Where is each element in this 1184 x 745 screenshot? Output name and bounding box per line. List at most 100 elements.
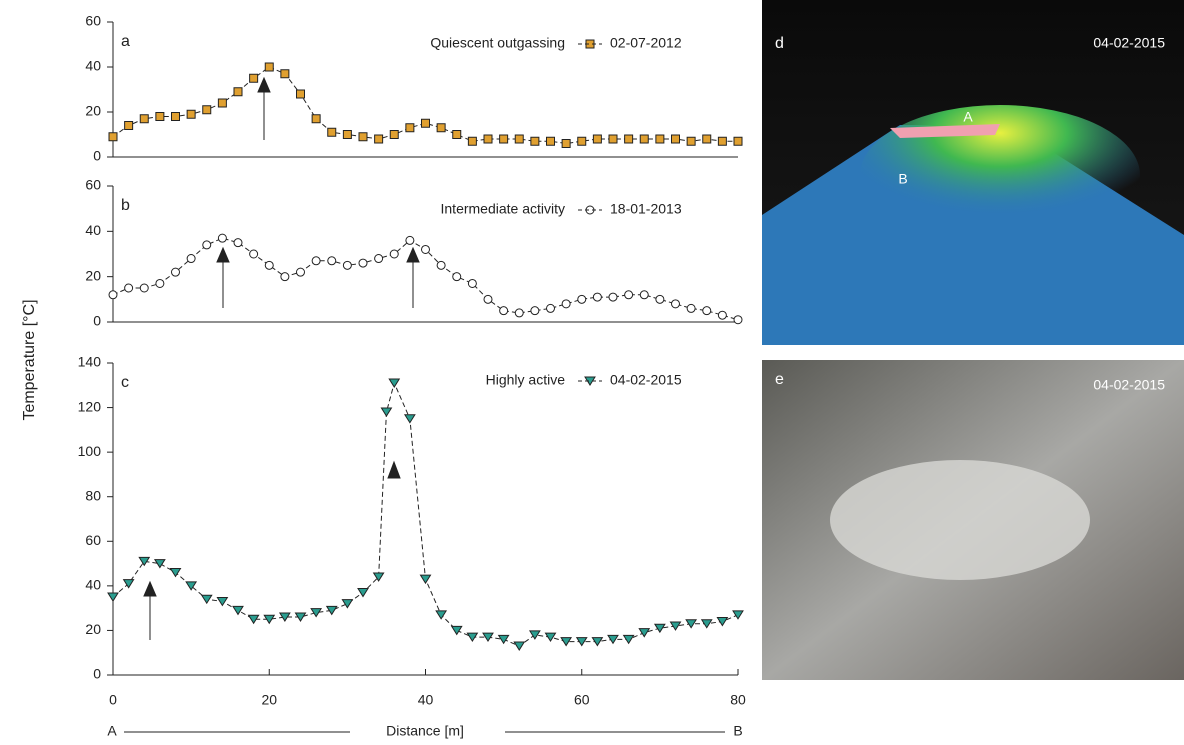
marker: [421, 244, 430, 254]
thermal-image: [762, 0, 1184, 345]
marker: [639, 290, 649, 300]
y-tick-label: 0: [93, 148, 101, 164]
marker: [247, 614, 260, 625]
marker: [546, 303, 555, 313]
marker: [544, 632, 557, 643]
marker: [483, 294, 493, 304]
marker: [341, 599, 354, 609]
marker: [264, 260, 274, 270]
marker: [405, 235, 415, 245]
marker: [108, 132, 118, 142]
marker: [249, 249, 259, 259]
marker: [546, 136, 555, 146]
y-tick-label: 60: [85, 13, 101, 29]
marker: [499, 134, 509, 144]
image-label: e: [775, 371, 784, 388]
marker: [264, 62, 274, 72]
marker: [327, 256, 337, 266]
marker: [528, 630, 541, 640]
marker: [732, 610, 744, 620]
marker: [389, 130, 399, 139]
y-tick-label: 80: [85, 487, 101, 503]
marker: [560, 637, 573, 647]
marker: [155, 278, 165, 288]
marker: [561, 139, 571, 148]
marker: [217, 98, 227, 108]
marker: [716, 617, 729, 627]
series-line: [112, 66, 738, 145]
y-tick-label: 40: [85, 58, 101, 74]
marker: [497, 634, 510, 645]
marker: [421, 118, 430, 128]
marker: [702, 134, 712, 144]
marker: [263, 614, 276, 625]
marker: [608, 134, 618, 144]
x-tick-label: 60: [574, 692, 590, 708]
marker: [436, 260, 446, 270]
marker: [436, 123, 446, 133]
legend-subtitle: Quiescent outgassing: [430, 35, 565, 51]
photo-image: [762, 360, 1184, 680]
x-tick-label: 20: [261, 692, 277, 708]
y-tick-label: 20: [85, 621, 101, 637]
legend-label: 04-02-2015: [610, 372, 682, 388]
marker: [592, 134, 602, 144]
image-date: 04-02-2015: [1093, 377, 1165, 393]
marker: [435, 610, 448, 620]
image-date: 04-02-2015: [1093, 35, 1165, 51]
marker: [374, 134, 384, 144]
marker: [685, 619, 698, 629]
marker: [108, 290, 118, 300]
marker: [107, 592, 119, 602]
marker: [450, 625, 463, 636]
marker: [577, 136, 587, 146]
y-tick-label: 0: [93, 313, 101, 329]
marker: [482, 632, 494, 643]
marker: [171, 112, 180, 121]
marker: [733, 315, 743, 325]
marker: [296, 267, 305, 277]
marker: [327, 127, 337, 137]
marker: [358, 258, 368, 268]
legend-label: 18-01-2013: [610, 201, 682, 217]
x-tick-label: 80: [730, 692, 746, 708]
marker: [608, 292, 618, 302]
marker: [374, 254, 384, 264]
marker: [466, 632, 479, 643]
x-start: A: [107, 723, 117, 739]
marker: [452, 272, 462, 282]
marker: [139, 283, 149, 293]
x-end: B: [733, 723, 742, 739]
marker: [452, 130, 462, 139]
marker: [280, 272, 290, 282]
marker: [686, 303, 696, 313]
marker: [592, 292, 602, 302]
marker: [200, 594, 213, 605]
x-tick-label: 0: [109, 692, 117, 708]
y-tick-label: 140: [78, 354, 102, 370]
x-axis-label: Distance [m]: [386, 723, 464, 739]
marker: [700, 619, 713, 629]
marker: [233, 87, 243, 97]
marker: [310, 608, 323, 618]
marker: [217, 233, 227, 243]
marker: [372, 572, 385, 582]
marker: [122, 579, 135, 589]
marker: [124, 283, 134, 293]
marker: [216, 596, 229, 607]
marker: [686, 136, 696, 146]
marker: [325, 605, 338, 616]
marker: [357, 588, 369, 598]
marker: [717, 310, 727, 320]
legend-subtitle: Intermediate activity: [441, 201, 566, 217]
marker: [702, 306, 712, 316]
marker: [655, 134, 665, 144]
marker: [514, 134, 524, 144]
image-label: d: [775, 35, 784, 52]
marker: [311, 256, 321, 266]
marker: [513, 641, 526, 651]
panel-label: a: [121, 33, 130, 50]
y-axis-label: Temperature [°C]: [21, 299, 38, 420]
y-tick-label: 40: [85, 222, 101, 238]
